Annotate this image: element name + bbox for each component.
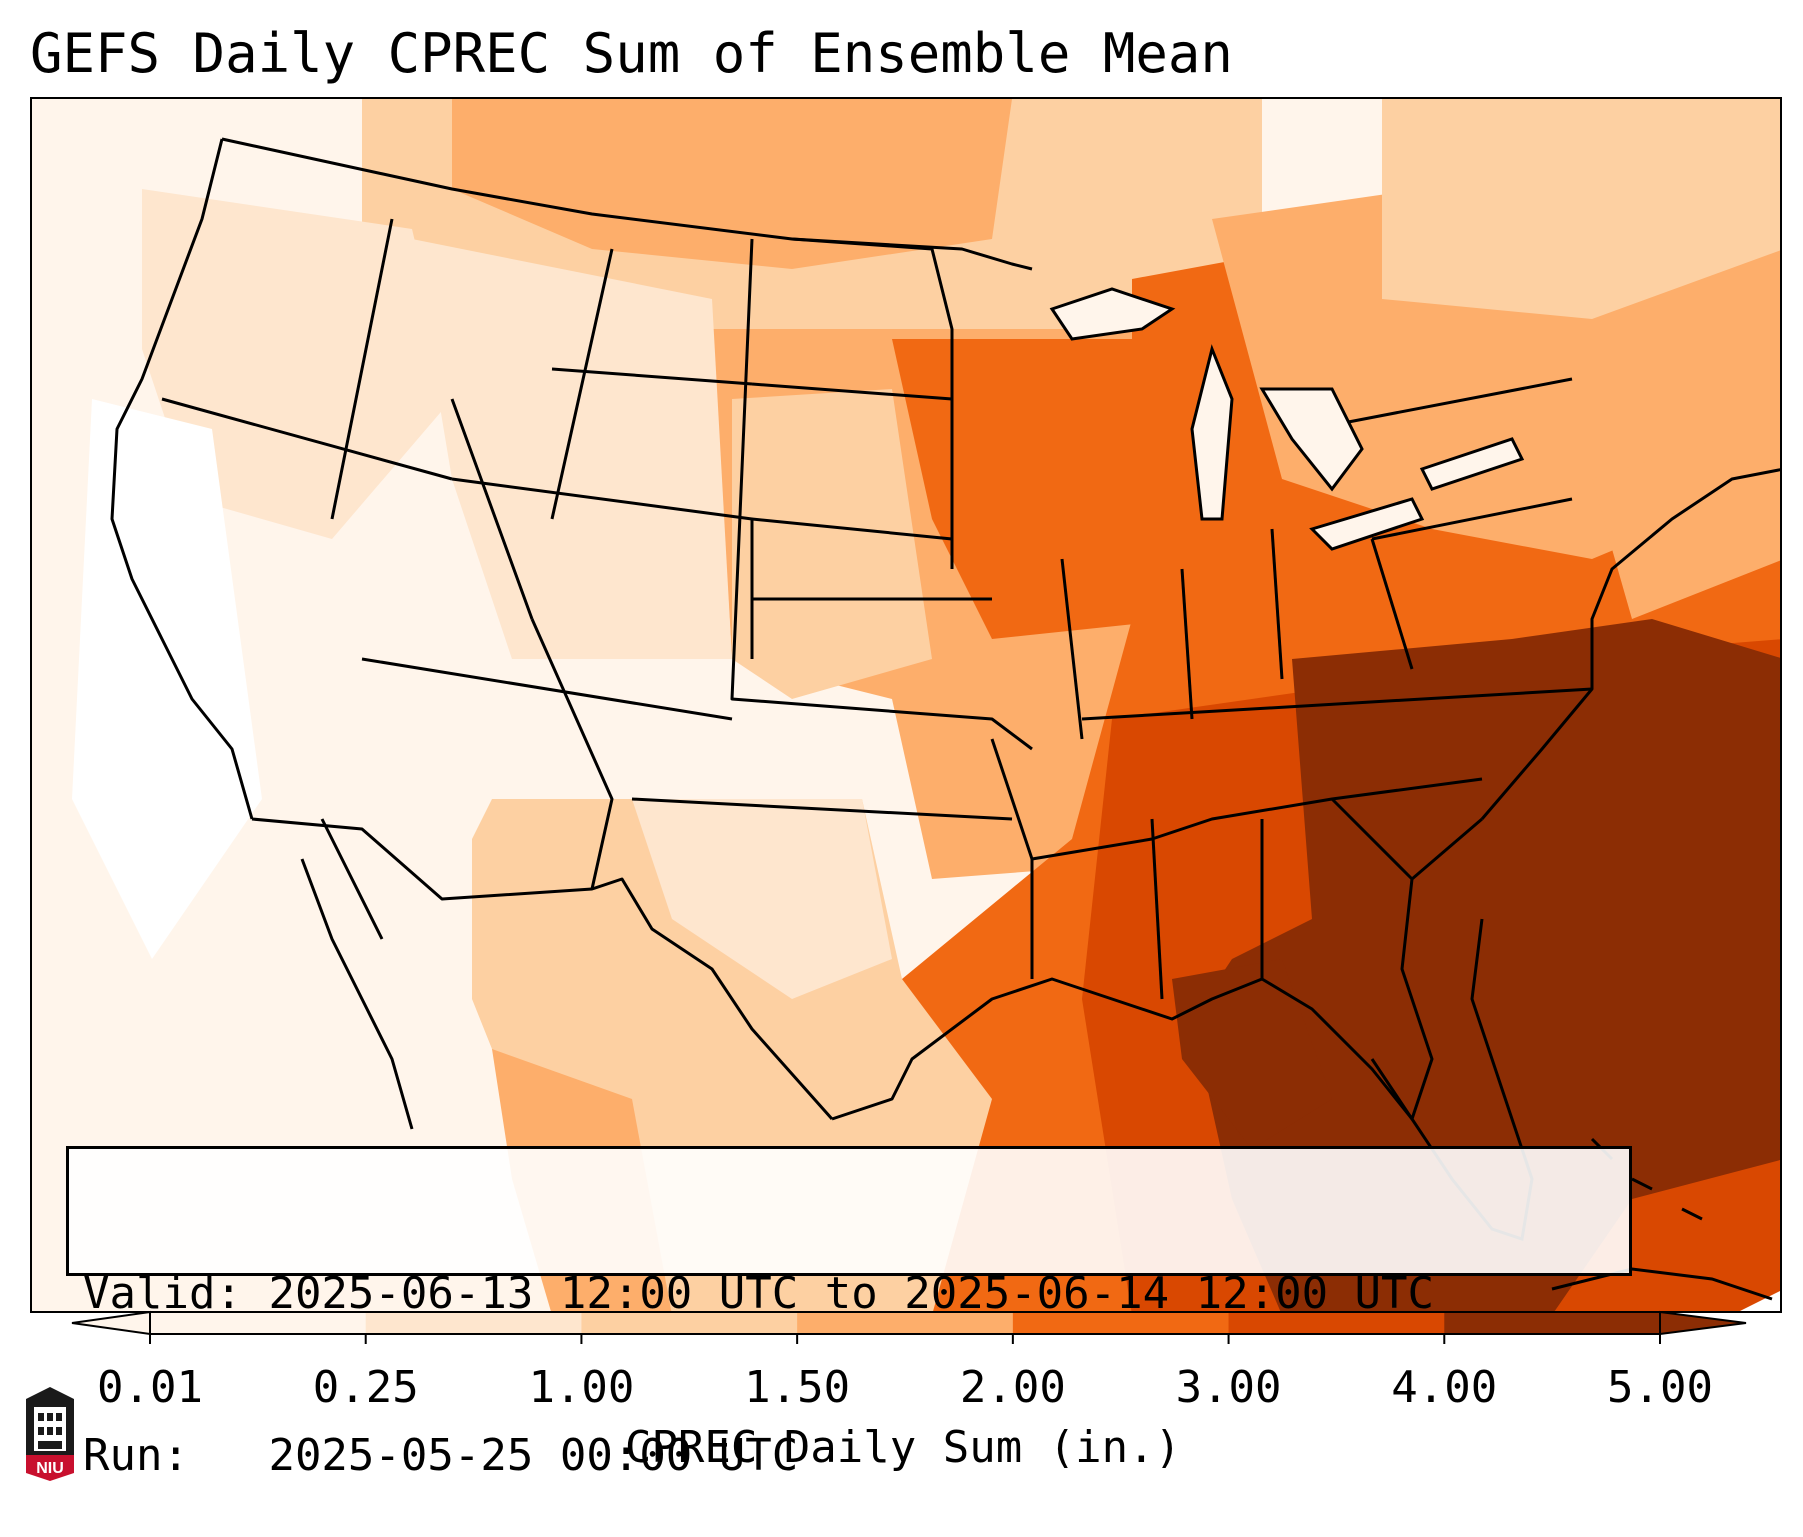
run-line: Run: 2025-05-25 00:00 UTC xyxy=(83,1429,1615,1483)
state-boundaries xyxy=(110,137,1780,1121)
colorbar-tick-label: 3.00 xyxy=(1175,1362,1282,1413)
colorbar-segment xyxy=(1444,1312,1661,1334)
valid-value: 2025-06-13 12:00 UTC to 2025-06-14 12:00… xyxy=(268,1268,1435,1319)
map-title: GEFS Daily CPREC Sum of Ensemble Mean xyxy=(30,22,1233,85)
colorbar-segment xyxy=(581,1312,798,1334)
colorbar-tick-label: 4.00 xyxy=(1391,1362,1498,1413)
colorbar-tick-label: 0.25 xyxy=(312,1362,419,1413)
colorbar-tick-label: 2.00 xyxy=(959,1362,1066,1413)
valid-label: Valid: xyxy=(83,1268,242,1319)
colorbar-border xyxy=(149,1311,1661,1335)
colorbar-tick-label: 1.00 xyxy=(528,1362,635,1413)
precipitation-map xyxy=(30,97,1782,1313)
valid-run-info-box: Valid: 2025-06-13 12:00 UTC to 2025-06-1… xyxy=(66,1146,1632,1481)
great-lakes xyxy=(1049,287,1525,551)
colorbar-label: CPREC Daily Sum (in.) xyxy=(624,1422,1182,1473)
colorbar-tick-label: 0.01 xyxy=(97,1362,203,1413)
niu-logo: NIU xyxy=(26,1387,74,1481)
colorbar xyxy=(71,1310,1747,1344)
colorbar-segment xyxy=(1228,1312,1445,1334)
run-value: 2025-05-25 00:00 UTC xyxy=(268,1430,799,1481)
logo-text: NIU xyxy=(36,1460,64,1477)
baja-outline xyxy=(300,818,414,1130)
colorbar-segment xyxy=(150,1312,367,1334)
colorbar-segment xyxy=(365,1312,582,1334)
colorbar-segment xyxy=(797,1312,1014,1334)
colorbar-tick-label: 5.00 xyxy=(1607,1362,1713,1413)
valid-line: Valid: 2025-06-13 12:00 UTC to 2025-06-1… xyxy=(83,1267,1615,1321)
colorbar-tick-label: 1.50 xyxy=(744,1362,851,1413)
caribbean-islands xyxy=(1551,1267,1773,1301)
colorbar-extend-high xyxy=(1659,1310,1747,1336)
colorbar-segment xyxy=(1012,1312,1230,1334)
colorbar-extend-low xyxy=(71,1310,151,1336)
run-label: Run: xyxy=(83,1430,189,1481)
precip-shading xyxy=(32,99,1780,1311)
